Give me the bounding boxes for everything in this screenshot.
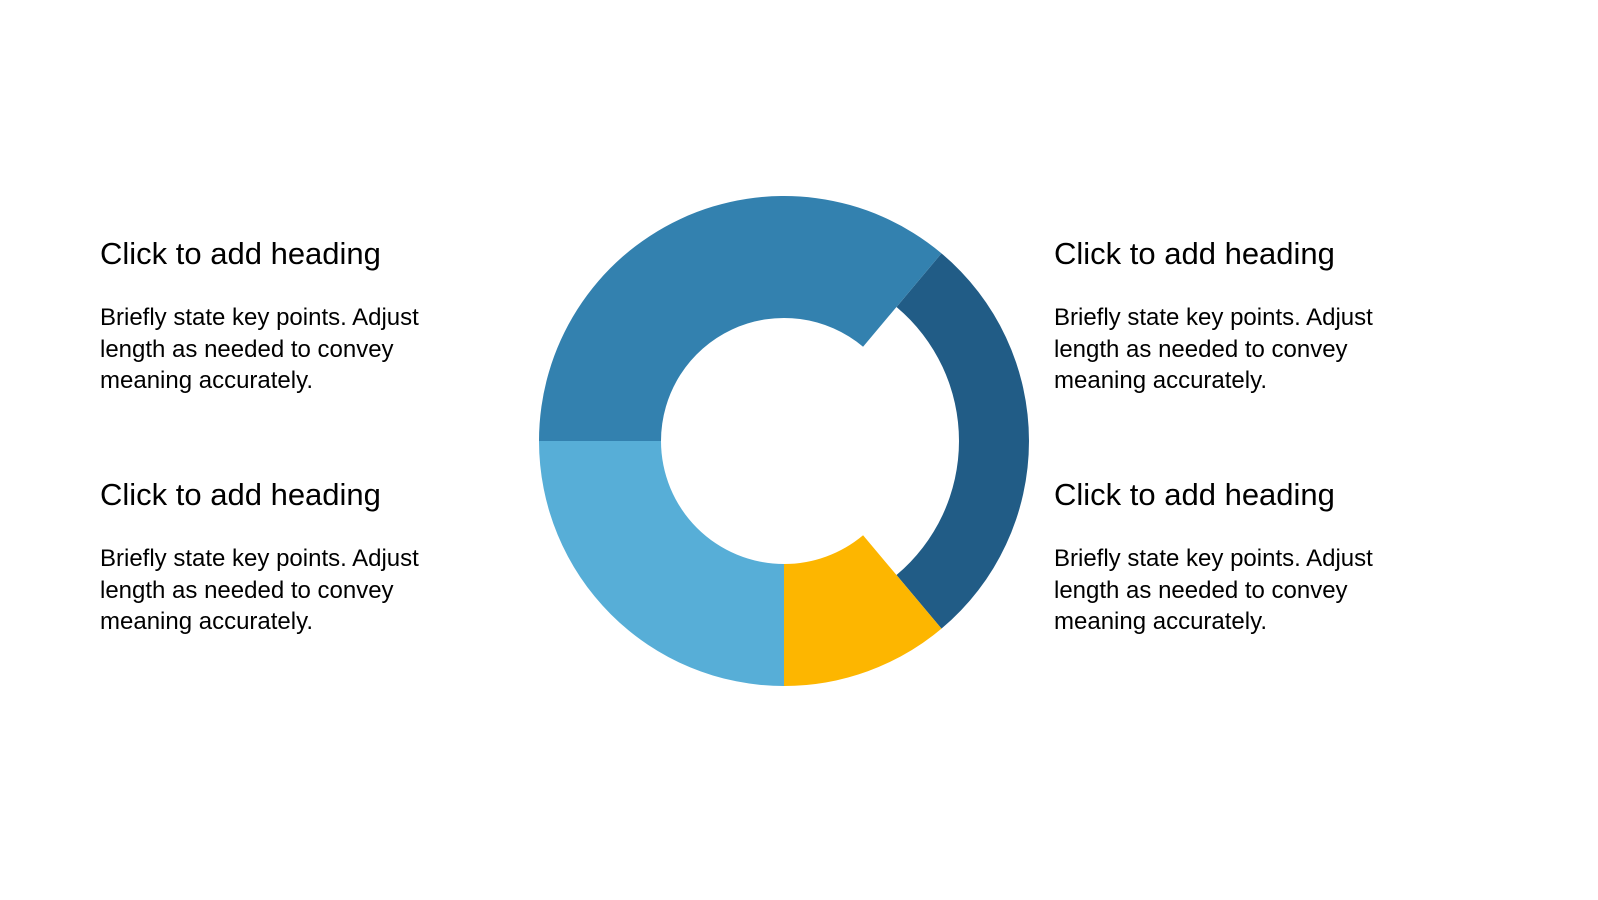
- donut-segment-dark-blue[interactable]: [896, 253, 1029, 629]
- heading-bottom-left[interactable]: Click to add heading: [100, 477, 381, 512]
- donut-segment-light-blue[interactable]: [539, 441, 784, 686]
- body-text-bottom-left[interactable]: Briefly state key points. Adjust length …: [100, 545, 419, 635]
- text-block-top-left: Click to add heading Briefly state key p…: [100, 236, 480, 397]
- text-block-top-right: Click to add heading Briefly state key p…: [1054, 236, 1434, 397]
- text-block-bottom-right: Click to add heading Briefly state key p…: [1054, 477, 1434, 638]
- body-text-top-right[interactable]: Briefly state key points. Adjust length …: [1054, 304, 1373, 394]
- text-block-bottom-left: Click to add heading Briefly state key p…: [100, 477, 480, 638]
- donut-segment-medium-blue[interactable]: [539, 195, 942, 441]
- body-text-top-left[interactable]: Briefly state key points. Adjust length …: [100, 304, 419, 394]
- heading-bottom-right[interactable]: Click to add heading: [1054, 477, 1335, 512]
- donut-segment-yellow[interactable]: [784, 535, 942, 686]
- heading-top-left[interactable]: Click to add heading: [100, 236, 381, 271]
- heading-top-right[interactable]: Click to add heading: [1054, 236, 1335, 271]
- body-text-bottom-right[interactable]: Briefly state key points. Adjust length …: [1054, 545, 1373, 635]
